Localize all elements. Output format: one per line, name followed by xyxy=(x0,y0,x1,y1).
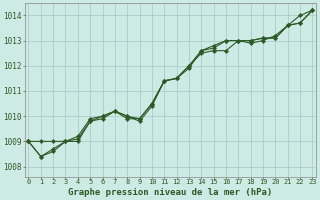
X-axis label: Graphe pression niveau de la mer (hPa): Graphe pression niveau de la mer (hPa) xyxy=(68,188,273,197)
